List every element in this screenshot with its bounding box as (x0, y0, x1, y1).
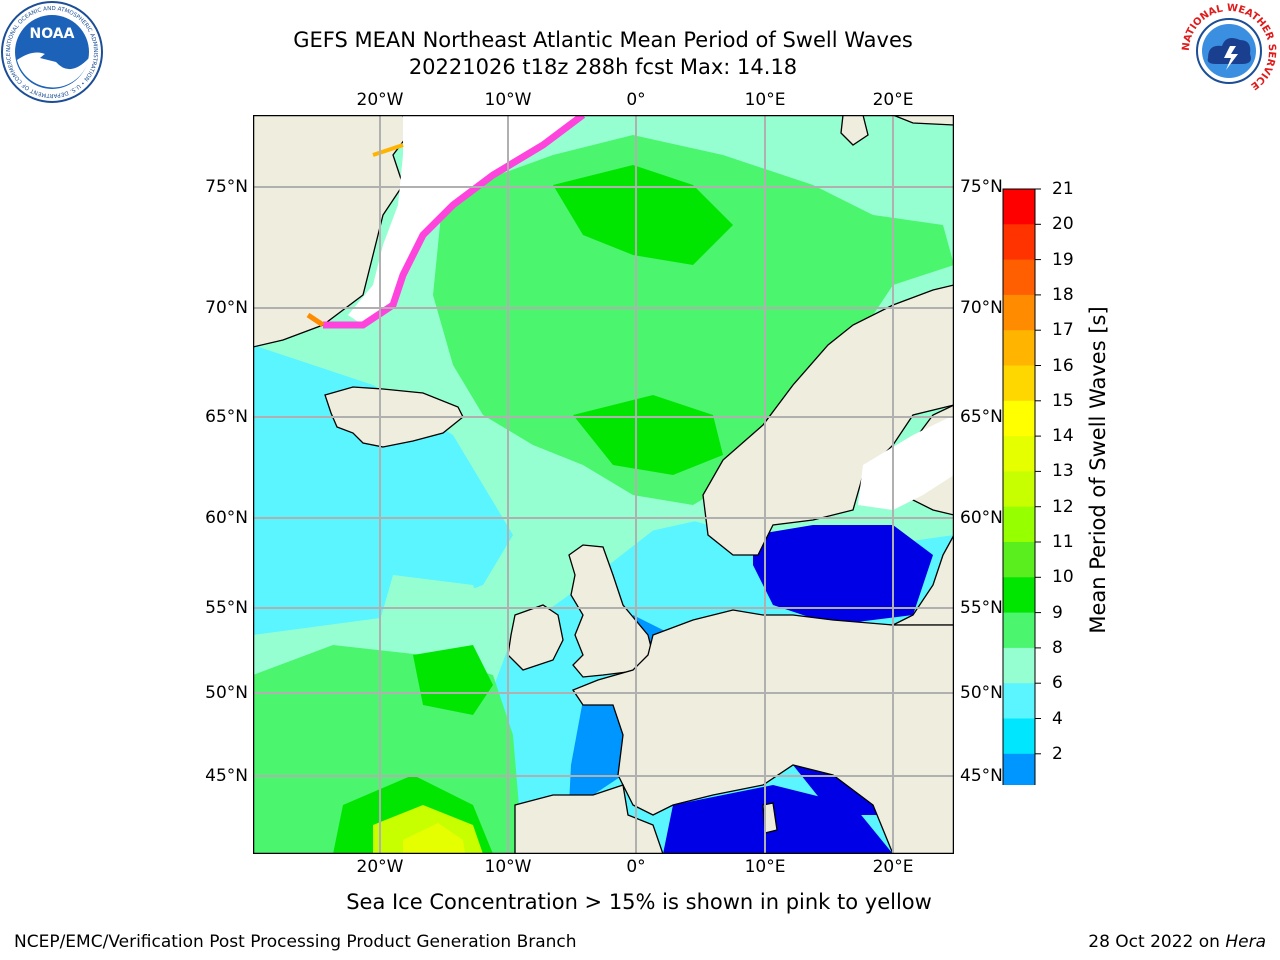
map-panel (253, 115, 954, 854)
colorbar-segment (1003, 294, 1035, 331)
footer-credit: NCEP/EMC/Verification Post Processing Pr… (14, 932, 577, 952)
lat-label-right-45n: 45°N (960, 766, 1003, 786)
colorbar-segment (1003, 330, 1035, 366)
colorbar-segment (1003, 753, 1035, 785)
lat-label-left-65n: 65°N (205, 407, 248, 427)
colorbar-tick-label: 9 (1052, 602, 1063, 623)
nws-logo: NATIONAL WEATHER SERVICE (1181, 3, 1277, 99)
lon-label-top-20e: 20°E (872, 90, 914, 110)
colorbar-tick-label: 4 (1052, 708, 1063, 729)
colorbar-segment (1003, 542, 1035, 578)
colorbar-tick-label: 6 (1052, 673, 1063, 694)
footer-machine: Hera (1225, 932, 1266, 952)
colorbar-tick-label: 13 (1052, 461, 1074, 482)
colorbar-segment (1003, 189, 1035, 225)
lat-label-left-55n: 55°N (205, 598, 248, 618)
colorbar-tick-label: 20 (1052, 214, 1074, 235)
colorbar-tick-label: 8 (1052, 637, 1063, 658)
iberia (514, 784, 664, 854)
colorbar-tick-label: 2 (1052, 743, 1063, 764)
svalbard (840, 115, 869, 146)
colorbar-tick-label: 11 (1052, 532, 1074, 552)
lat-label-left-70n: 70°N (205, 298, 248, 318)
chart-title: GEFS MEAN Northeast Atlantic Mean Period… (293, 28, 913, 52)
lon-label-bottom-0: 0° (626, 857, 646, 877)
colorbar-segment (1003, 506, 1035, 543)
colorbar-segment (1003, 718, 1035, 755)
colorbar-segment (1003, 400, 1035, 437)
lon-label-bottom-10e: 10°E (744, 857, 786, 877)
continental-europe (572, 609, 954, 854)
lon-label-top-10w: 10°W (484, 90, 532, 110)
lat-label-right-70n: 70°N (960, 298, 1003, 318)
colorbar-segment (1003, 471, 1035, 508)
colorbar-tick-label: 10 (1052, 567, 1074, 588)
colorbar-segment (1003, 683, 1035, 719)
colorbar-tick-label: 16 (1052, 355, 1074, 376)
lon-label-top-0: 0° (626, 90, 646, 110)
sea-ice-edge (323, 115, 586, 329)
colorbar-segment (1003, 612, 1035, 649)
lat-label-right-65n: 65°N (960, 407, 1003, 427)
colorbar-segment (1003, 436, 1035, 472)
greenland-ice-edge (348, 115, 583, 325)
lat-label-left-60n: 60°N (205, 508, 248, 528)
lat-label-left-45n: 45°N (205, 766, 248, 786)
noaa-logo-text: NOAA (30, 26, 75, 42)
colorbar-tick-label: 14 (1052, 426, 1074, 447)
noaa-logo: NOAA NATIONAL OCEANIC AND ATMOSPHERIC AD… (1, 1, 103, 103)
colorbar-segment (1003, 224, 1035, 261)
lat-label-right-75n: 75°N (960, 177, 1003, 197)
scandinavia-white-interior (858, 415, 954, 510)
land (253, 115, 954, 854)
lat-label-left-50n: 50°N (205, 683, 248, 703)
colorbar-outline (1002, 188, 1036, 785)
sea-ice-note: Sea Ice Concentration > 15% is shown in … (346, 890, 932, 914)
colorbar-tick-label: 21 (1052, 179, 1074, 199)
colorbar-segment (1003, 647, 1035, 684)
lon-label-top-20w: 20°W (356, 90, 404, 110)
lat-label-right-60n: 60°N (960, 508, 1003, 528)
lon-label-bottom-20e: 20°E (872, 857, 914, 877)
colorbar-tick-label: 17 (1052, 320, 1074, 341)
colorbar-segment (1003, 365, 1035, 402)
colorbar-tick-label: 12 (1052, 496, 1074, 517)
graticule (253, 115, 954, 854)
footer-date: 28 Oct 2022 on Hera (1088, 932, 1266, 952)
colorbar-tick-label: 15 (1052, 390, 1074, 411)
lat-label-right-50n: 50°N (960, 683, 1003, 703)
bay-of-biscay-swell (569, 700, 633, 805)
lon-label-bottom-20w: 20°W (356, 857, 404, 877)
colorbar-tick-label: 18 (1052, 284, 1074, 305)
lat-label-left-75n: 75°N (205, 177, 248, 197)
lon-label-bottom-10w: 10°W (484, 857, 532, 877)
colorbar-segment (1003, 259, 1035, 296)
colorbar (1002, 188, 1041, 785)
lon-label-top-10e: 10°E (744, 90, 786, 110)
colorbar-segment (1003, 577, 1035, 614)
colorbar-tick-label: 19 (1052, 249, 1074, 270)
chart-subtitle-date: 20221026 t18z 288h fcst Max: 14.18 (408, 55, 798, 79)
swell-9-10-area (433, 135, 954, 505)
lat-label-right-55n: 55°N (960, 598, 1003, 618)
baltic-low-swell (753, 525, 933, 625)
